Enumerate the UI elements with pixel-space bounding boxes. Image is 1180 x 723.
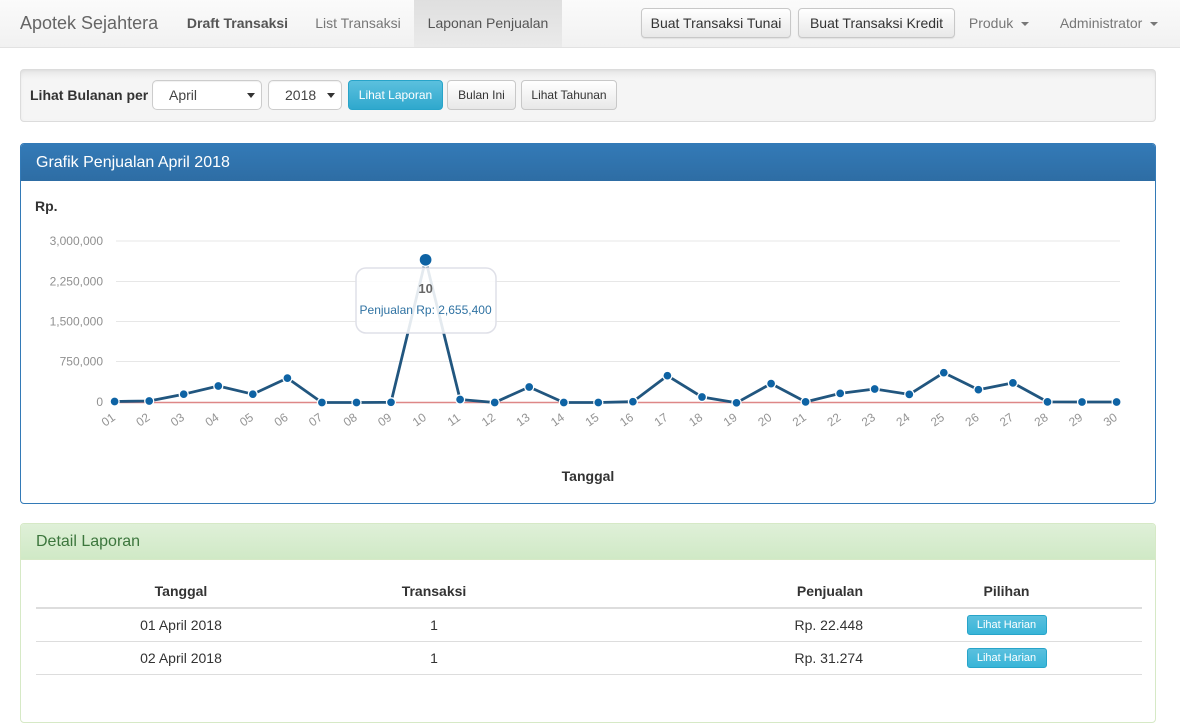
svg-text:05: 05: [237, 410, 256, 429]
svg-text:22: 22: [824, 410, 843, 429]
svg-text:30: 30: [1101, 410, 1120, 429]
svg-text:15: 15: [583, 410, 602, 429]
svg-text:750,000: 750,000: [60, 355, 104, 369]
svg-text:26: 26: [963, 410, 982, 429]
svg-text:2,250,000: 2,250,000: [50, 275, 104, 289]
svg-text:09: 09: [375, 410, 394, 429]
svg-text:16: 16: [617, 410, 636, 429]
svg-text:10: 10: [410, 410, 429, 429]
svg-text:14: 14: [548, 410, 567, 429]
svg-text:17: 17: [652, 410, 671, 429]
svg-text:Penjualan Rp: 2,655,400: Penjualan Rp: 2,655,400: [360, 303, 492, 317]
svg-text:01: 01: [99, 410, 118, 429]
svg-text:11: 11: [445, 410, 464, 429]
svg-text:23: 23: [859, 410, 878, 429]
svg-text:1,500,000: 1,500,000: [50, 315, 104, 329]
svg-text:10: 10: [418, 281, 432, 296]
svg-text:27: 27: [997, 410, 1016, 429]
svg-text:04: 04: [203, 410, 222, 429]
svg-text:07: 07: [306, 410, 325, 429]
svg-text:24: 24: [894, 410, 913, 429]
svg-text:12: 12: [479, 410, 498, 429]
svg-text:02: 02: [133, 410, 152, 429]
svg-text:25: 25: [928, 410, 947, 429]
svg-text:21: 21: [790, 410, 809, 429]
svg-text:3,000,000: 3,000,000: [50, 234, 104, 248]
svg-text:28: 28: [1032, 410, 1051, 429]
svg-text:03: 03: [168, 410, 187, 429]
svg-text:08: 08: [341, 410, 360, 429]
svg-text:19: 19: [721, 410, 740, 429]
svg-text:29: 29: [1066, 410, 1085, 429]
svg-text:06: 06: [272, 410, 291, 429]
svg-text:20: 20: [755, 410, 774, 429]
svg-text:Tanggal: Tanggal: [562, 468, 615, 484]
svg-text:13: 13: [513, 410, 532, 429]
svg-text:0: 0: [96, 395, 103, 409]
svg-text:Rp.: Rp.: [35, 198, 58, 214]
svg-text:18: 18: [686, 410, 705, 429]
